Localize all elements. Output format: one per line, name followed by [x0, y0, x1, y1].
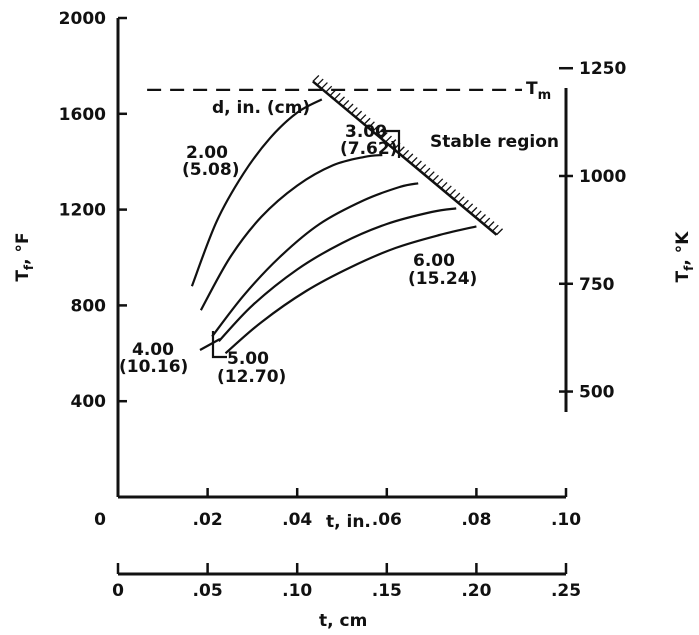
hatch-mark-10 — [355, 110, 363, 118]
hatch-mark-4 — [329, 89, 337, 97]
svg-text:Tf, °K: Tf, °K — [673, 231, 696, 283]
label-d2-inches: 2.00 — [186, 143, 228, 163]
hatch-mark-2 — [320, 82, 328, 90]
hatch-mark-18 — [389, 139, 397, 147]
hatch-mark-1 — [316, 78, 324, 86]
hatch-mark-21 — [402, 149, 410, 157]
series-line-2 — [211, 182, 419, 338]
hatch-mark-37 — [470, 206, 478, 214]
hatch-mark-11 — [359, 114, 367, 122]
y-tick-label-4: 2000 — [59, 9, 106, 29]
hatch-mark-43 — [496, 228, 504, 236]
y-tick-label-0: 400 — [71, 392, 107, 412]
cm-tick-label-1: .05 — [193, 581, 223, 601]
cm-tick-label-2: .10 — [282, 581, 312, 601]
ticks-layer: 400 800 1200 1600 2000 0 .02 .04 .06 .08 .10 0 .05 .1… — [59, 9, 627, 601]
hatch-mark-16 — [380, 132, 388, 139]
x-tick-label-2: .06 — [372, 510, 402, 530]
hatch-mark-28 — [432, 174, 439, 182]
hatch-mark-22 — [406, 153, 414, 161]
cm-tick-label-0: 0 — [112, 581, 124, 601]
legend-title: d, in. (cm) — [212, 98, 310, 118]
label-d4-inches: 4.00 — [132, 340, 174, 360]
leader-d4 — [199, 338, 221, 351]
x-axis-title-cm: t, cm — [319, 611, 367, 631]
label-d3-cm: (7.62) — [340, 139, 397, 159]
hatch-mark-26 — [423, 167, 431, 175]
hatch-mark-23 — [410, 156, 418, 164]
k-tick-label-0: 500 — [579, 383, 615, 403]
cm-tick-label-5: .25 — [551, 581, 581, 601]
hatch-mark-7 — [342, 99, 350, 107]
series-line-0 — [190, 98, 323, 287]
hatch-mark-17 — [385, 135, 392, 143]
hatch-mark-27 — [427, 171, 435, 179]
k-tick-label-2: 1000 — [579, 167, 626, 187]
y-tick-label-3: 1600 — [59, 105, 106, 125]
x-tick-label-1: .04 — [282, 510, 312, 530]
label-d2-cm: (5.08) — [182, 160, 239, 180]
hatch-mark-33 — [453, 192, 461, 200]
hatch-mark-38 — [474, 210, 482, 218]
k-tick-label-3: 1250 — [579, 59, 626, 79]
svg-text:Tf, °F: Tf, °F — [13, 232, 36, 281]
hatch-mark-31 — [444, 185, 452, 193]
hatch-mark-35 — [461, 199, 469, 207]
label-d6-inches: 6.00 — [413, 251, 455, 271]
x-tick-label-origin: 0 — [94, 510, 106, 530]
hatch-mark-40 — [483, 217, 491, 225]
hatch-mark-14 — [372, 124, 380, 132]
y-tick-label-2: 1200 — [59, 201, 106, 221]
hatch-mark-36 — [466, 203, 474, 211]
hatch-mark-3 — [325, 85, 333, 93]
hatch-mark-42 — [491, 224, 499, 232]
hatch-mark-39 — [479, 214, 486, 221]
label-d3-inches: 3.00 — [345, 122, 387, 142]
label-d4-cm: (10.16) — [119, 357, 188, 377]
hatch-mark-9 — [350, 107, 358, 115]
label-d5-cm: (12.70) — [217, 367, 286, 387]
tm-label-main: T — [526, 79, 538, 99]
hatch-mark-34 — [457, 196, 465, 204]
y-axis-title-right: Tf, °K — [673, 231, 696, 283]
series-line-1 — [199, 153, 383, 311]
cm-tick-label-3: .15 — [372, 581, 402, 601]
stable-region-label: Stable region — [430, 132, 559, 152]
hatch-mark-30 — [440, 181, 448, 189]
label-d6-cm: (15.24) — [408, 269, 477, 289]
hatch-mark-12 — [363, 117, 371, 125]
hatch-mark-25 — [419, 164, 427, 172]
stable-boundary-line — [312, 80, 498, 236]
x-tick-label-3: .08 — [461, 510, 491, 530]
label-d5-inches: 5.00 — [227, 349, 269, 369]
hatch-mark-0 — [312, 75, 320, 82]
tm-label-sub: m — [538, 88, 552, 103]
tm-label: Tm — [526, 79, 551, 103]
hatch-mark-13 — [367, 121, 375, 129]
hatch-mark-5 — [333, 92, 341, 100]
series-line-3 — [217, 207, 457, 343]
x-tick-label-0: .02 — [193, 510, 223, 530]
hatch-mark-29 — [436, 178, 444, 186]
y-tick-label-1: 800 — [71, 296, 107, 316]
x-tick-label-4: .10 — [551, 510, 581, 530]
y-axis-title-left: Tf, °F — [13, 232, 36, 281]
x-axis-title-in: t, in. — [326, 512, 371, 532]
k-tick-label-1: 750 — [579, 275, 615, 295]
cm-tick-label-4: .20 — [461, 581, 491, 601]
hatch-mark-41 — [487, 221, 495, 229]
leader-d5 — [211, 331, 227, 359]
leader-d3 — [381, 129, 401, 158]
hatch-mark-32 — [449, 189, 457, 196]
hatch-mark-6 — [338, 96, 345, 104]
series-line-4 — [224, 225, 477, 355]
hatch-mark-8 — [346, 103, 354, 111]
hatch-mark-24 — [414, 160, 422, 168]
lines-layer — [147, 75, 522, 355]
